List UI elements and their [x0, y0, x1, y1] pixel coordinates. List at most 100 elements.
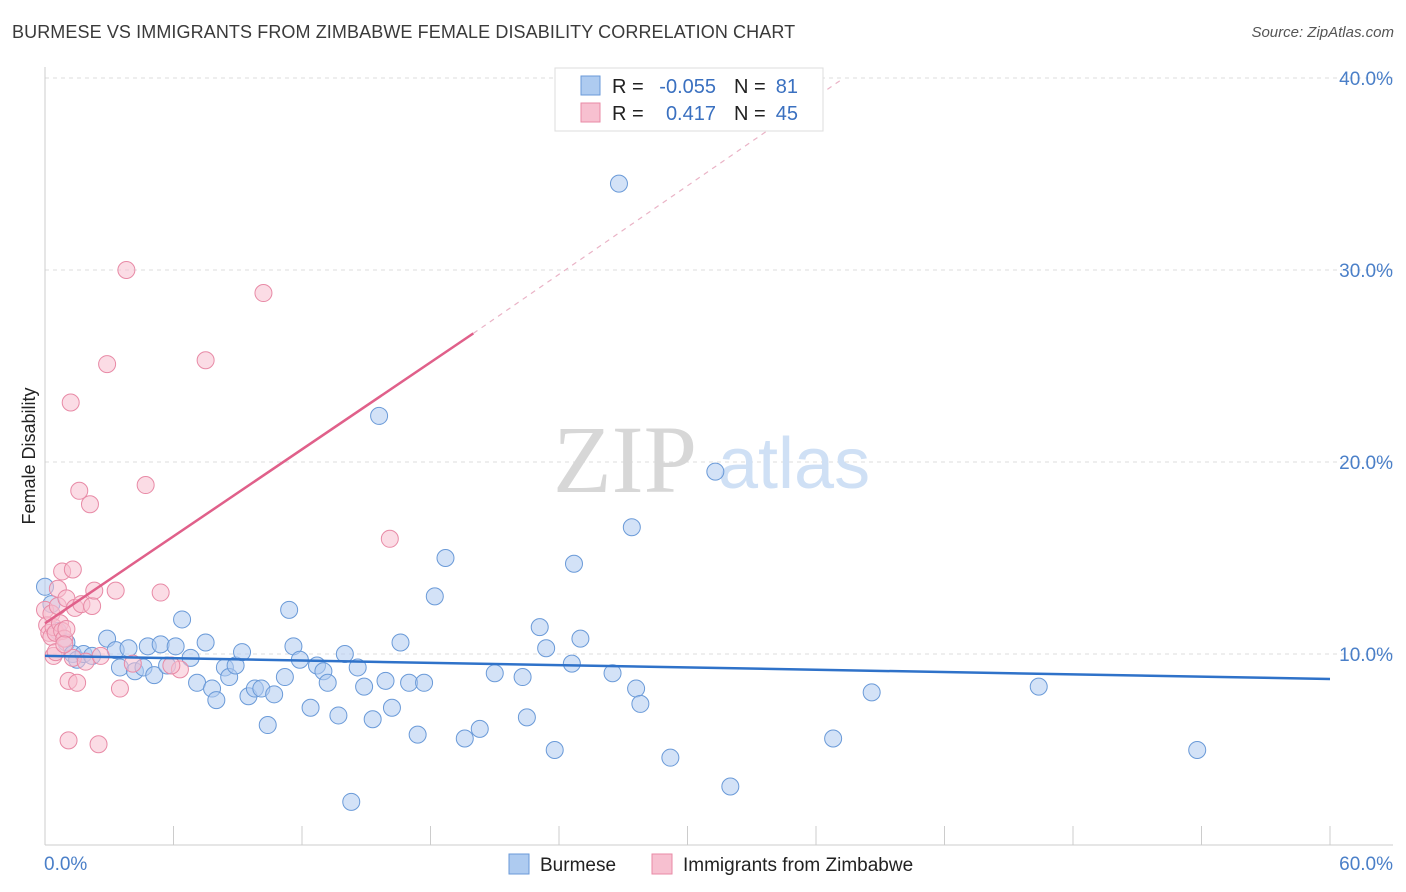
burmese-point [415, 673, 434, 692]
zimbabwe-point [162, 656, 181, 675]
burmese-point [188, 673, 207, 692]
burmese-point [545, 741, 564, 759]
y-tick-label: 20.0% [1339, 453, 1393, 474]
series-legend-swatch-burmese [508, 853, 530, 875]
burmese-point [603, 664, 622, 683]
correlation-legend: R = -0.055 N = 81 R = 0.417 N = 45 [554, 67, 824, 132]
zimbabwe-point [151, 583, 170, 602]
burmese-point [862, 683, 881, 702]
burmese-point [173, 610, 192, 629]
burmese-point [400, 673, 419, 692]
burmese-point [301, 698, 320, 717]
y-tick-label: 10.0% [1339, 645, 1393, 666]
zimbabwe-point [117, 261, 136, 279]
burmese-point [382, 698, 401, 717]
burmese-point [627, 679, 646, 698]
burmese-point [1029, 677, 1048, 696]
zimbabwe-point [59, 731, 78, 750]
burmese-point [233, 643, 252, 662]
series-legend-label-zimbabwe: Immigrants from Zimbabwe [683, 855, 913, 876]
burmese-point [376, 671, 395, 690]
burmese-point [562, 654, 581, 673]
zimbabwe-points [36, 261, 399, 754]
zimbabwe-point [123, 654, 142, 673]
watermark-zip: ZIP [553, 406, 697, 513]
watermark: ZIP atlas [553, 406, 870, 513]
burmese-point [609, 174, 628, 193]
zimbabwe-point [57, 620, 76, 639]
legend-r-value-1: -0.055 [659, 76, 716, 98]
zimbabwe-trend-line [44, 332, 475, 625]
burmese-point [370, 406, 389, 425]
burmese-point [485, 664, 504, 683]
burmese-point [706, 462, 725, 481]
burmese-point [517, 708, 536, 727]
burmese-point [408, 725, 427, 744]
x-tick-label: 0.0% [44, 854, 87, 875]
burmese-point [280, 600, 299, 619]
burmese-point [824, 729, 843, 748]
burmese-point [363, 710, 382, 729]
burmese-point [145, 666, 164, 685]
burmese-point [622, 518, 641, 537]
grid-lines [45, 77, 1393, 655]
source-credit: Source: ZipAtlas.com [1251, 24, 1394, 41]
legend-n-value-2: 45 [776, 103, 798, 125]
series-legend-swatch-zimbabwe [651, 853, 673, 875]
zimbabwe-point [68, 673, 87, 692]
zimbabwe-point [89, 735, 108, 754]
burmese-point [329, 706, 348, 725]
burmese-point [470, 719, 489, 738]
series-legend-label-burmese: Burmese [540, 855, 616, 876]
burmese-point [355, 677, 374, 696]
zimbabwe-point [70, 481, 89, 500]
burmese-point [348, 658, 367, 677]
burmese-point [207, 691, 226, 710]
zimbabwe-point [380, 529, 399, 548]
zimbabwe-point [106, 581, 125, 600]
zimbabwe-point [98, 355, 117, 374]
burmese-point [455, 729, 474, 748]
burmese-point [1188, 741, 1207, 759]
trend-lines [44, 77, 1331, 681]
burmese-point [119, 639, 138, 658]
zimbabwe-point [83, 597, 102, 615]
zimbabwe-point [254, 284, 273, 303]
burmese-point [166, 637, 185, 656]
zimbabwe-point [80, 495, 99, 514]
legend-swatch-zimbabwe [580, 102, 601, 123]
burmese-point [342, 792, 361, 811]
watermark-atlas: atlas [718, 424, 870, 504]
burmese-point [530, 618, 549, 637]
burmese-point [631, 694, 650, 713]
burmese-point [318, 673, 337, 692]
legend-r-label-1: R = [612, 76, 644, 98]
chart-title: BURMESE VS IMMIGRANTS FROM ZIMBABWE FEMA… [12, 22, 796, 42]
burmese-point [391, 633, 410, 652]
zimbabwe-point [110, 679, 129, 698]
zimbabwe-point [61, 393, 80, 412]
burmese-point [436, 549, 455, 567]
burmese-point [151, 635, 170, 654]
axes [44, 67, 1393, 846]
y-tick-label: 40.0% [1339, 69, 1393, 90]
burmese-point [564, 554, 583, 573]
zimbabwe-point [136, 476, 155, 495]
legend-n-value-1: 81 [776, 76, 798, 98]
x-tick-labels: 0.0% 60.0% [44, 854, 1393, 875]
burmese-point [513, 668, 532, 687]
zimbabwe-point [55, 635, 74, 654]
legend-r-label-2: R = [612, 103, 644, 125]
zimbabwe-point [196, 351, 215, 370]
legend-n-label-2: N = [734, 103, 766, 125]
burmese-point [265, 685, 284, 704]
burmese-point [275, 668, 294, 687]
burmese-point [425, 587, 444, 606]
burmese-point [196, 633, 215, 652]
y-axis-label: Female Disability [19, 387, 39, 524]
y-tick-labels: 10.0% 20.0% 30.0% 40.0% [1339, 69, 1393, 666]
y-tick-label: 30.0% [1339, 261, 1393, 282]
x-tick-label: 60.0% [1339, 854, 1393, 875]
burmese-trend-line [44, 654, 1331, 681]
burmese-point [721, 777, 740, 796]
